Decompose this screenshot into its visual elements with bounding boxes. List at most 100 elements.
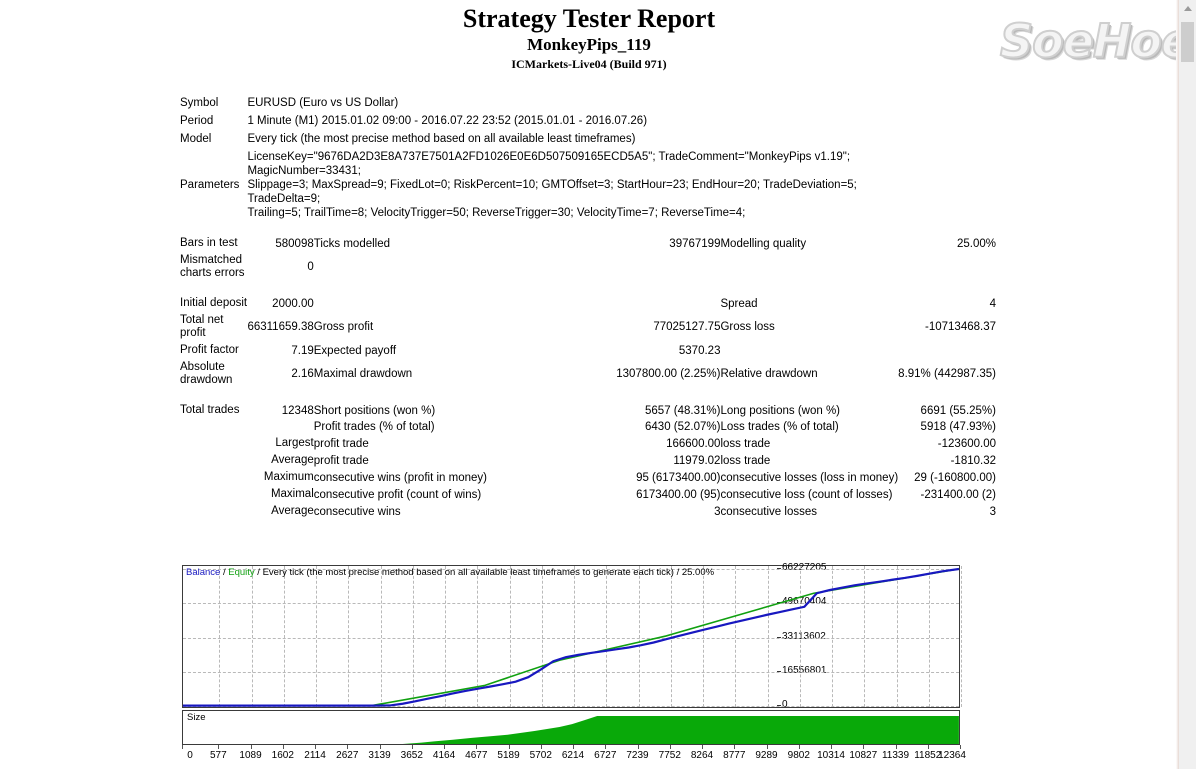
x-axis-tick xyxy=(315,745,317,749)
gridline-vertical xyxy=(445,566,447,707)
gridline-vertical xyxy=(477,566,479,707)
table-row-profit-factor: Profit factor 7.19 Expected payoff 5370.… xyxy=(180,342,996,359)
y-axis-tick-label: 49670404 xyxy=(782,596,827,608)
table-row-model: Model Every tick (the most precise metho… xyxy=(180,130,996,148)
gridline-vertical xyxy=(412,566,414,707)
size-panel-label: Size xyxy=(187,712,206,723)
max-consecutive-wins-label: consecutive wins (profit in money) xyxy=(313,471,487,484)
spacer xyxy=(180,389,996,402)
x-axis-tick xyxy=(476,745,478,749)
x-axis-tick-label: 6727 xyxy=(594,750,617,761)
table-row-symbol: Symbol EURUSD (Euro vs US Dollar) xyxy=(180,94,996,112)
y-axis-tick xyxy=(777,705,781,706)
x-axis-tick xyxy=(637,745,639,749)
x-axis-tick-label: 4677 xyxy=(465,750,488,761)
table-row-period: Period 1 Minute (M1) 2015.01.02 09:00 - … xyxy=(180,112,996,130)
model-label: Model xyxy=(180,132,212,145)
x-axis-tick-label: 2627 xyxy=(336,750,359,761)
x-axis-tick-label: 12364 xyxy=(938,750,966,761)
balance-equity-chart[interactable]: Balance / Equity / Every tick (the most … xyxy=(182,565,962,708)
x-axis-tick-label: 5702 xyxy=(529,750,552,761)
x-axis-tick xyxy=(573,745,574,749)
x-axis-tick-label: 1089 xyxy=(239,750,262,761)
x-axis-tick xyxy=(605,745,607,749)
x-axis-tick xyxy=(927,745,929,749)
short-positions-value: 5657 (48.31%) xyxy=(645,404,721,417)
gridline-vertical xyxy=(864,566,866,707)
gridline-vertical xyxy=(251,566,253,707)
maximal-drawdown-value: 1307800.00 (2.25%) xyxy=(616,368,721,380)
largest-profit-trade-label: profit trade xyxy=(313,437,369,450)
x-axis-tick-label: 8264 xyxy=(690,750,714,761)
chart-series-balance xyxy=(183,569,959,706)
vertical-scrollbar[interactable] xyxy=(1178,0,1196,769)
maximal-drawdown-label: Maximal drawdown xyxy=(313,368,413,380)
chevron-up-icon xyxy=(1183,6,1192,11)
model-value: Every tick (the most precise method base… xyxy=(247,133,636,145)
empty-cell xyxy=(314,252,548,282)
largest-loss-trade-label: loss trade xyxy=(720,437,771,450)
empty-cell xyxy=(548,295,721,312)
broker-build: ICMarkets-Live04 (Build 971) xyxy=(511,57,667,71)
legend-description: / Every tick (the most precise method ba… xyxy=(254,567,715,578)
gridline-vertical xyxy=(961,566,962,707)
x-axis-tick-label: 9289 xyxy=(755,750,778,761)
avg-consecutive-wins-value: 3 xyxy=(714,505,721,518)
table-row-average: Average profit trade 11979.02 loss trade… xyxy=(180,452,996,469)
x-axis-tick-label: 0 xyxy=(187,750,193,761)
empty-cell xyxy=(548,252,721,282)
gross-profit-label: Gross profit xyxy=(313,321,374,333)
gridline-vertical xyxy=(380,566,382,707)
gridline-vertical xyxy=(670,566,672,707)
page-title: Strategy Tester Report xyxy=(462,4,716,33)
x-axis-tick-label: 8777 xyxy=(723,750,746,761)
scrollbar-thumb[interactable] xyxy=(1181,22,1194,62)
table-row-total-trades: Total trades 12348 Short positions (won … xyxy=(180,402,996,419)
ticks-modelled-value: 39767199 xyxy=(669,237,721,250)
gridline-vertical xyxy=(896,566,898,707)
gridline-vertical xyxy=(703,566,704,707)
empty-cell xyxy=(314,295,548,312)
profit-trades-label: Profit trades (% of total) xyxy=(313,421,435,433)
x-axis-tick xyxy=(702,745,703,749)
y-axis-tick-label: 66227205 xyxy=(782,562,827,573)
empty-cell xyxy=(898,252,996,282)
avg-consecutive-losses-label: consecutive losses xyxy=(720,505,817,518)
x-axis-tick-label: 7239 xyxy=(626,750,649,761)
table-row-average-consecutive: Average consecutive wins 3 consecutive l… xyxy=(180,503,996,520)
x-axis-tick-label: 4164 xyxy=(432,750,456,761)
expected-payoff-label: Expected payoff xyxy=(313,344,397,357)
size-panel[interactable]: Size xyxy=(182,710,960,745)
table-row-largest: Largest profit trade 166600.00 loss trad… xyxy=(180,435,996,452)
spacer xyxy=(180,282,996,295)
gross-loss-label: Gross loss xyxy=(720,321,775,333)
empty-cell xyxy=(720,252,898,282)
page-edge-shadow xyxy=(1176,0,1179,769)
x-axis-tick xyxy=(734,745,736,749)
initial-deposit-label: Initial deposit xyxy=(180,297,248,309)
loss-trades-value: 5918 (47.93%) xyxy=(920,421,996,433)
gridline-horizontal xyxy=(183,671,959,673)
largest-profit-trade-value: 166600.00 xyxy=(666,437,721,450)
gridline-vertical xyxy=(219,566,221,707)
y-axis-tick xyxy=(777,670,781,672)
bars-in-test-value: 580098 xyxy=(275,237,314,250)
profit-factor-value: 7.19 xyxy=(291,344,314,357)
parameters-label: Parameters xyxy=(180,178,240,191)
gridline-vertical xyxy=(574,566,575,707)
parameters-line-3: Trailing=5; TrailTime=8; VelocityTrigger… xyxy=(247,207,746,219)
gridline-vertical xyxy=(348,566,350,707)
x-axis-tick-label: 9802 xyxy=(787,750,810,761)
y-axis-tick xyxy=(777,568,781,569)
gross-loss-value: -10713468.37 xyxy=(925,321,996,333)
symbol-label: Symbol xyxy=(180,96,219,109)
legend-balance[interactable]: Balance xyxy=(186,567,221,578)
legend-equity[interactable]: Equity xyxy=(228,567,255,578)
max-consecutive-losses-label: consecutive losses (loss in money) xyxy=(720,471,899,484)
largest-label: Largest xyxy=(275,437,314,449)
table-row-total-net-profit: Total net profit 66311659.38 Gross profi… xyxy=(180,312,996,342)
x-axis-tick xyxy=(831,745,832,749)
avg-consecutive-losses-value: 3 xyxy=(989,505,996,518)
spacer xyxy=(180,222,898,235)
scroll-up-button[interactable] xyxy=(1179,0,1196,17)
